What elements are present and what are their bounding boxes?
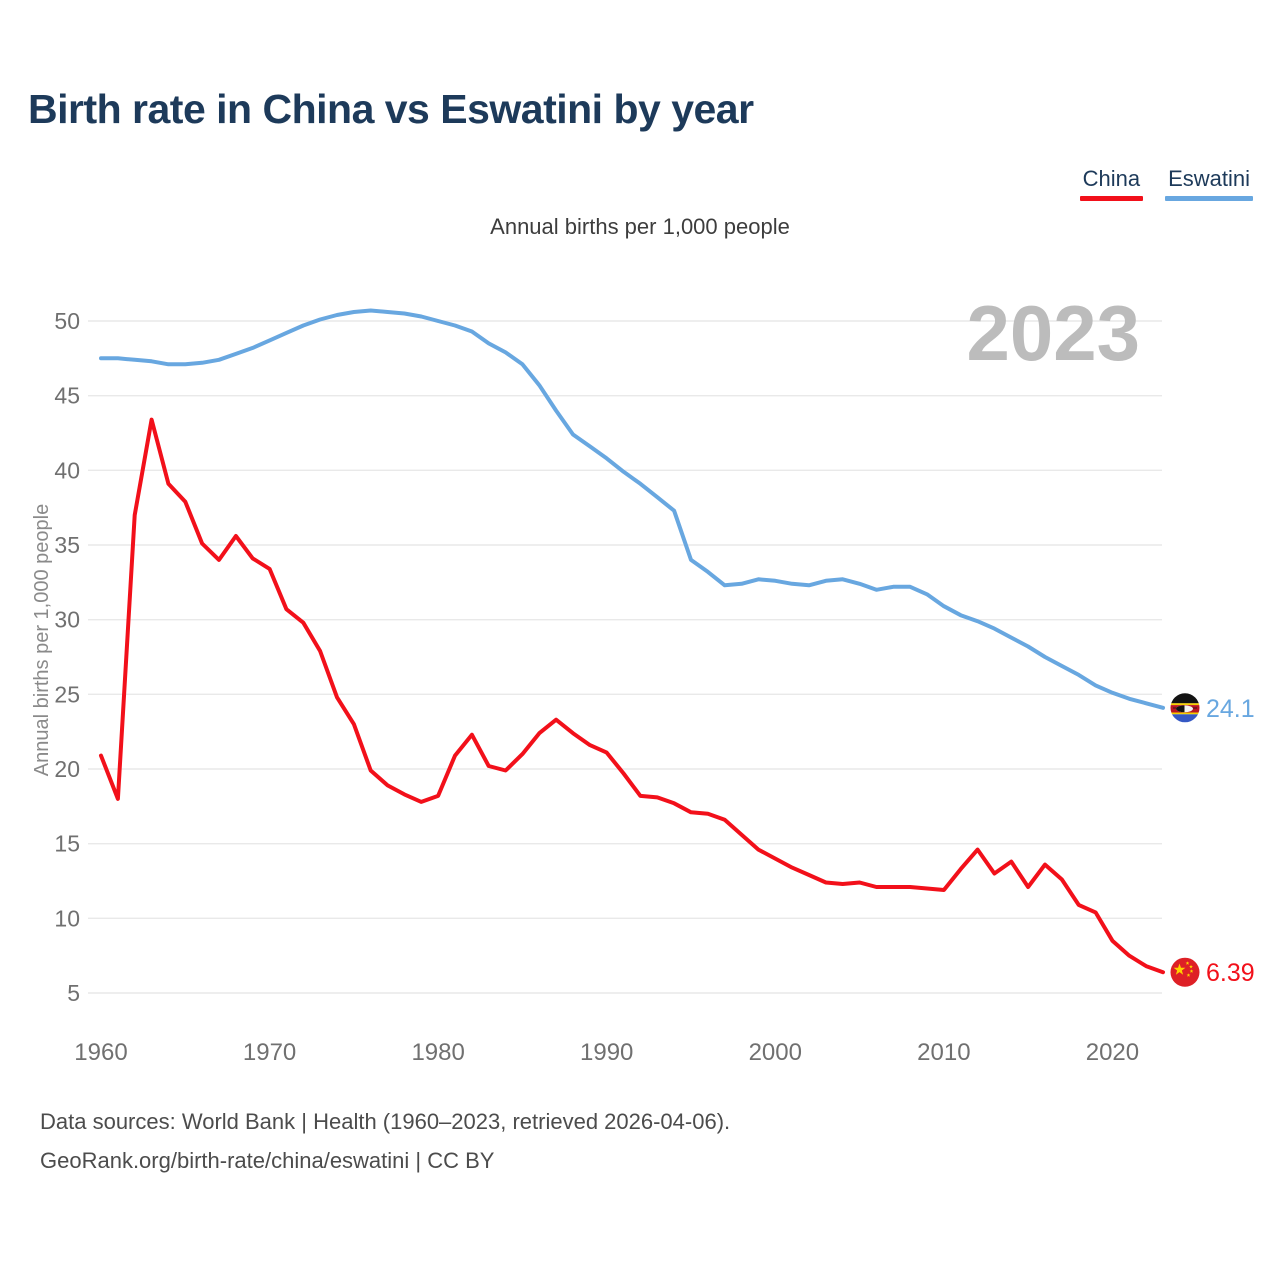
legend-label-eswatini: Eswatini <box>1168 166 1250 191</box>
chart-subtitle: Annual births per 1,000 people <box>490 214 790 239</box>
china-flag-icon <box>1170 957 1200 987</box>
y-tick-label: 20 <box>54 756 80 782</box>
legend-item-china[interactable]: China <box>1079 166 1144 201</box>
y-tick-label: 10 <box>54 905 80 931</box>
y-tick-label: 5 <box>67 980 80 1006</box>
end-value-label-eswatini: 24.1 <box>1206 695 1255 723</box>
legend-color-bar-china <box>1079 196 1144 201</box>
y-tick-label: 45 <box>54 383 80 409</box>
end-value-label-china: 6.39 <box>1206 959 1255 987</box>
x-tick-label: 2020 <box>1086 1039 1139 1066</box>
y-tick-label: 35 <box>54 532 80 558</box>
x-tick-label: 1970 <box>243 1039 296 1066</box>
series-line-china <box>99 417 1165 975</box>
legend-color-bar-eswatini <box>1165 196 1253 201</box>
footer: Data sources: World Bank | Health (1960–… <box>40 1102 730 1180</box>
y-tick-label: 50 <box>54 308 80 334</box>
legend: China Eswatini <box>1079 166 1253 201</box>
x-tick-label: 2010 <box>917 1039 970 1066</box>
y-tick-label: 15 <box>54 831 80 857</box>
legend-label-china: China <box>1082 166 1141 191</box>
chart-title: Birth rate in China vs Eswatini by year <box>28 86 754 132</box>
x-tick-label: 1990 <box>580 1039 633 1066</box>
footer-sources: Data sources: World Bank | Health (1960–… <box>40 1109 731 1134</box>
legend-item-eswatini[interactable]: Eswatini <box>1165 166 1253 201</box>
y-tick-label: 25 <box>54 681 80 707</box>
chart-canvas: 2023 5 10 15 20 25 30 35 40 45 50 1960 1970 1980 1990 2… <box>31 289 1255 1066</box>
footer-link: GeoRank.org/birth-rate/china/eswatini | … <box>40 1148 495 1173</box>
x-tick-label: 2000 <box>749 1039 802 1066</box>
x-tick-label: 1980 <box>411 1039 464 1066</box>
series-line-eswatini <box>99 308 1165 710</box>
y-tick-label: 30 <box>54 607 80 633</box>
y-tick-label: 40 <box>54 457 80 483</box>
watermark-year: 2023 <box>966 289 1140 377</box>
y-axis-title: Annual births per 1,000 people <box>31 504 53 776</box>
x-tick-label: 1960 <box>74 1039 127 1066</box>
eswatini-flag-icon <box>1170 693 1200 723</box>
